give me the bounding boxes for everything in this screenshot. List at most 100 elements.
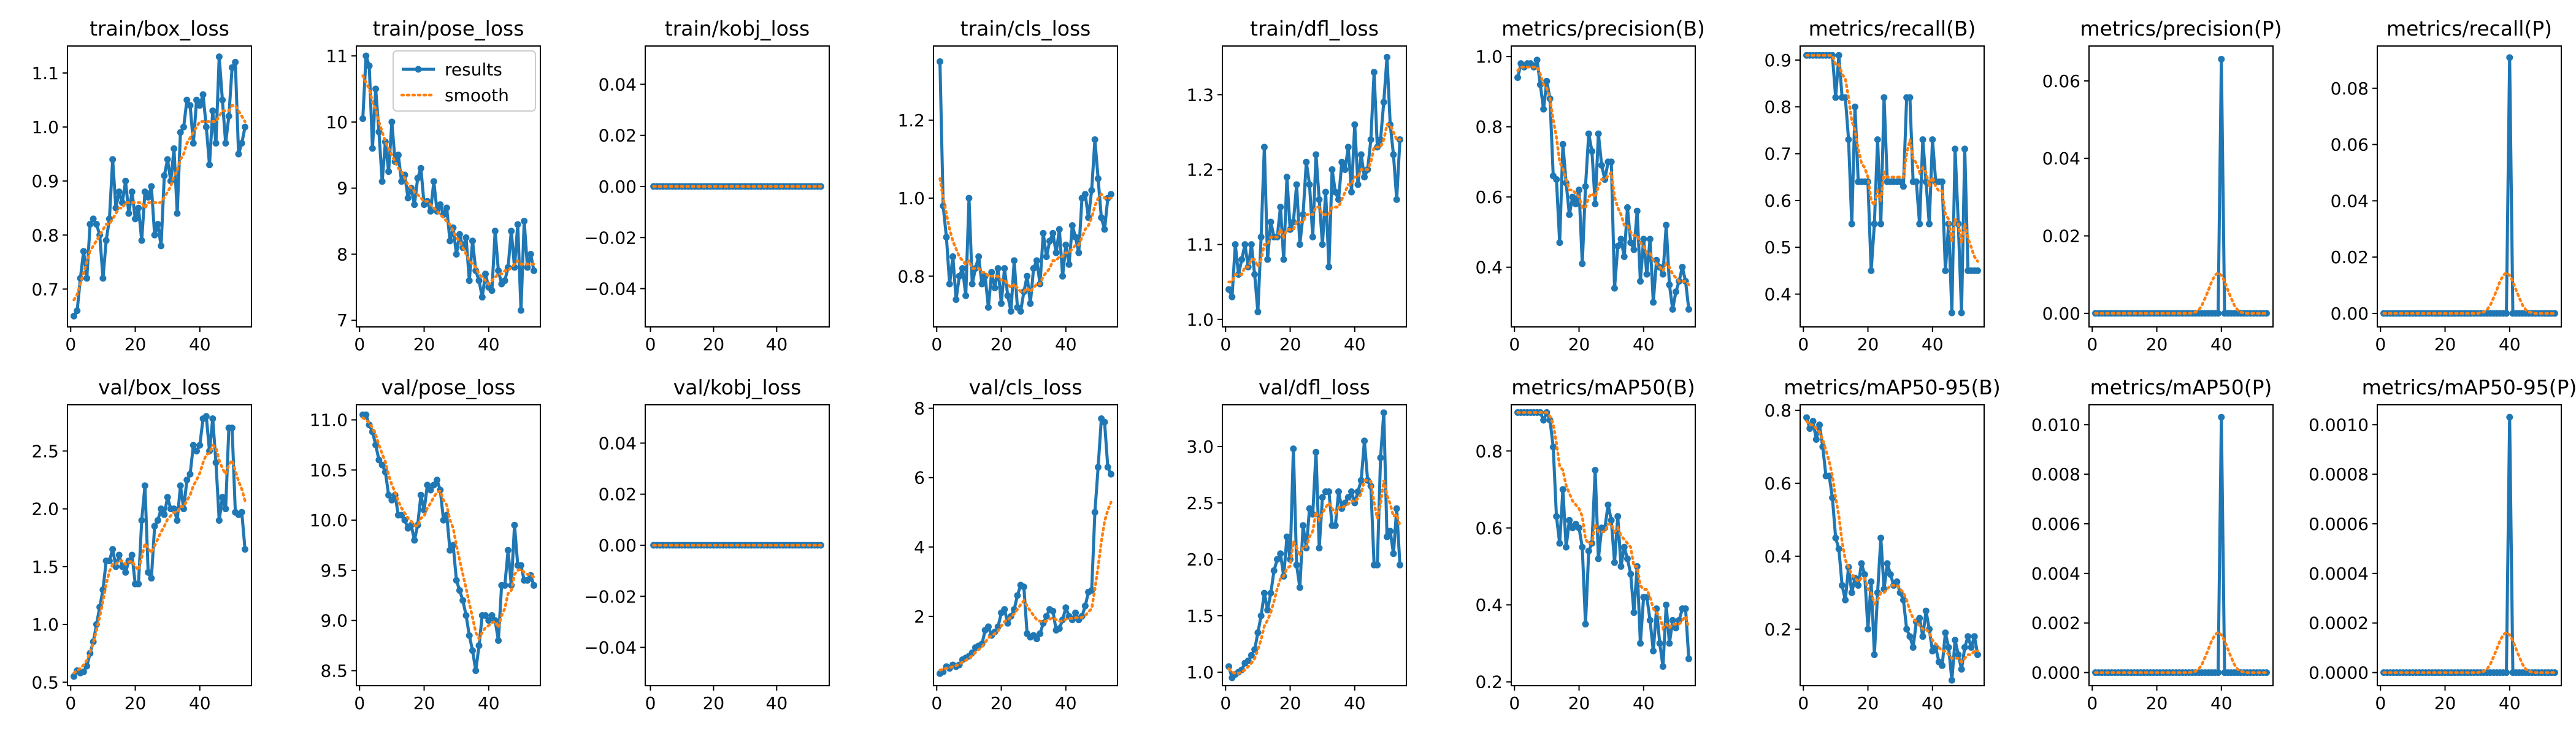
results-data-point [1576, 524, 1583, 532]
y-tick-label: 0.8 [1764, 97, 1792, 117]
results-data-point [1232, 241, 1239, 248]
x-tick-label: 40 [478, 334, 500, 355]
axes-frame [645, 45, 830, 328]
x-tick-label: 0 [1798, 334, 1809, 355]
results-data-point [1094, 464, 1102, 471]
legend-results-marker [415, 66, 422, 73]
results-data-point [215, 53, 223, 61]
y-tick-label: 0.4 [1475, 258, 1503, 278]
results-data-point [1533, 56, 1541, 64]
chart-panel: metrics/recall(P) 0 20 40 0.00 0.02 0.04 0.06 0.… [2331, 17, 2562, 355]
y-tick-label: 1.2 [897, 110, 925, 131]
plot-area [71, 413, 248, 680]
results-data-point [1290, 445, 1297, 453]
x-tick-label: 40 [1922, 693, 1944, 713]
axes-frame [67, 45, 252, 328]
results-data-point [1906, 94, 1914, 101]
results-data-point [524, 264, 531, 271]
plot-area [2380, 413, 2558, 677]
results-data-point [1328, 166, 1336, 174]
results-data-point [401, 516, 408, 524]
results-data-point [1685, 655, 1692, 662]
results-data-point [968, 280, 976, 288]
results-data-point [180, 123, 187, 131]
x-tick-label: 20 [2434, 334, 2456, 355]
results-data-point [1556, 239, 1563, 247]
results-data-point [138, 237, 145, 244]
smooth-series-line [1805, 420, 1979, 664]
results-data-point [488, 287, 496, 294]
chart-panel: metrics/recall(B) 0 20 40 0.4 0.5 0.6 0.7 0.8 0.9 [1764, 17, 1985, 355]
results-data-point [1643, 270, 1650, 278]
results-data-point [475, 642, 483, 650]
y-tick-label: 0.5 [31, 672, 59, 692]
axes-frame [2377, 45, 2562, 328]
chart-title: metrics/precision(P) [2080, 17, 2282, 40]
results-data-point [1303, 158, 1310, 166]
results-data-point [1906, 633, 1914, 640]
results-data-point [118, 563, 126, 570]
y-tick-label: 0.8 [897, 266, 925, 286]
y-tick-label: 0.06 [2331, 135, 2369, 155]
results-data-point [1056, 226, 1063, 233]
axes-frame [933, 404, 1118, 686]
chart-panel: train/dfl_loss 0 20 40 1.0 1.1 1.2 1.3 [1186, 17, 1407, 355]
results-data-point [1322, 188, 1329, 196]
results-data-point [1316, 196, 1323, 203]
results-data-point [1916, 220, 1923, 228]
x-tick-label: 40 [2210, 693, 2233, 713]
results-data-point [177, 129, 184, 136]
results-data-point [177, 482, 184, 489]
y-tick-label: 8 [337, 244, 348, 264]
results-data-point [1939, 178, 1946, 185]
y-tick-label: 0.000 [2031, 663, 2080, 683]
results-data-point [145, 194, 152, 201]
results-data-point [1049, 229, 1057, 237]
results-data-point [459, 597, 467, 604]
results-data-point [186, 470, 194, 478]
results-data-point [1838, 581, 1846, 589]
x-tick-label: 40 [766, 693, 788, 713]
results-data-point [1948, 309, 1955, 316]
results-data-point [2503, 310, 2510, 317]
results-data-point [511, 521, 518, 529]
x-tick-label: 40 [1633, 693, 1655, 713]
results-data-point [148, 575, 155, 582]
chart-panel: val/cls_loss 0 20 40 2 4 6 8 [914, 375, 1118, 713]
results-data-point [1948, 677, 1955, 684]
results-data-point [404, 194, 412, 202]
x-tick-label: 20 [1279, 334, 1301, 355]
results-data-point [1952, 637, 1959, 644]
results-data-point [1396, 561, 1403, 569]
results-data-point [456, 587, 463, 594]
results-data-point [1653, 256, 1660, 264]
x-tick-label: 40 [2210, 334, 2233, 355]
results-data-point [122, 177, 129, 185]
results-data-point [1576, 186, 1583, 194]
y-tick-label: 0.4 [1764, 285, 1792, 305]
chart-title: metrics/mAP50(P) [2090, 375, 2272, 399]
results-data-point [1633, 207, 1641, 215]
x-tick-label: 20 [1568, 334, 1590, 355]
results-data-point [158, 242, 165, 250]
results-data-point [1855, 581, 1862, 589]
y-tick-label: 0.0010 [2309, 415, 2369, 435]
x-tick-label: 40 [189, 334, 211, 355]
plot-area [359, 52, 537, 314]
results-data-point [93, 221, 100, 228]
results-data-point [202, 123, 210, 131]
axes-frame [1800, 404, 1985, 686]
legend: results smooth [393, 50, 536, 112]
results-series-line [2383, 56, 2555, 315]
results-data-point [1617, 236, 1625, 243]
smooth-series-line [1516, 411, 1690, 631]
x-tick-label: 20 [703, 693, 725, 713]
x-tick-label: 20 [1857, 334, 1879, 355]
chart-title: metrics/recall(B) [1809, 17, 1976, 40]
results-data-point [359, 115, 367, 123]
y-tick-label: 0.4 [1764, 546, 1792, 567]
results-data-point [1617, 563, 1625, 570]
results-data-point [1637, 278, 1644, 285]
axes-frame [1800, 45, 1985, 328]
results-data-point [1037, 630, 1044, 637]
